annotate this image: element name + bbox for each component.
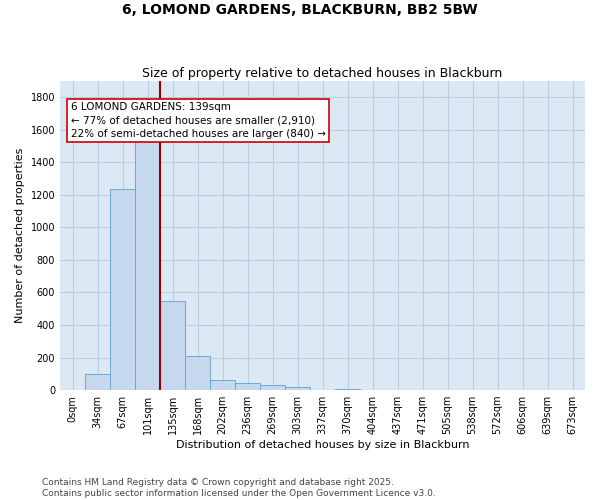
Bar <box>235 383 260 390</box>
Bar <box>85 374 110 390</box>
Text: 6, LOMOND GARDENS, BLACKBURN, BB2 5BW: 6, LOMOND GARDENS, BLACKBURN, BB2 5BW <box>122 2 478 16</box>
Bar <box>260 385 285 390</box>
Text: 6 LOMOND GARDENS: 139sqm
← 77% of detached houses are smaller (2,910)
22% of sem: 6 LOMOND GARDENS: 139sqm ← 77% of detach… <box>71 102 326 139</box>
Bar <box>285 387 310 390</box>
Title: Size of property relative to detached houses in Blackburn: Size of property relative to detached ho… <box>142 66 503 80</box>
Bar <box>185 356 210 390</box>
Bar <box>110 190 135 390</box>
Bar <box>210 380 235 390</box>
Y-axis label: Number of detached properties: Number of detached properties <box>15 148 25 323</box>
Bar <box>335 389 360 390</box>
X-axis label: Distribution of detached houses by size in Blackburn: Distribution of detached houses by size … <box>176 440 469 450</box>
Text: Contains HM Land Registry data © Crown copyright and database right 2025.
Contai: Contains HM Land Registry data © Crown c… <box>42 478 436 498</box>
Bar <box>160 300 185 390</box>
Bar <box>135 124 160 390</box>
